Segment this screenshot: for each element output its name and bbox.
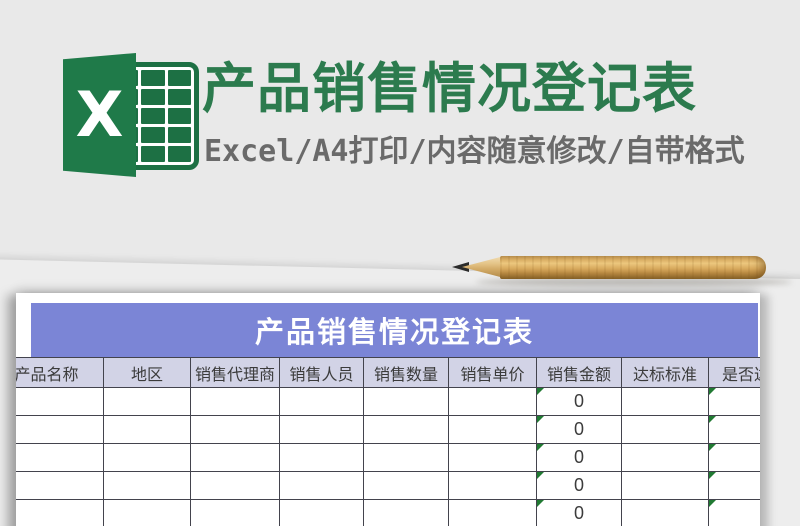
table-cell	[364, 472, 448, 499]
product-title: 产品销售情况登记表	[202, 59, 697, 119]
excel-cover-icon: X	[63, 53, 136, 177]
table-cell	[104, 388, 190, 415]
table-cell formula-indicator-icon	[709, 416, 760, 443]
table-cell	[622, 500, 708, 526]
table-cell formula-indicator-icon: 0	[537, 472, 621, 499]
table-cell	[191, 444, 279, 471]
pencil-lead-tip	[452, 262, 469, 272]
table-cell	[449, 388, 536, 415]
table-cell	[364, 416, 448, 443]
header-cell: 地区	[104, 358, 190, 387]
sheet-preview-paper: 产品销售情况登记表 产品名称 地区 销售代理商 销售人员 销售数量 销售单价 销售金额 达标标…	[16, 293, 760, 526]
table-cell formula-indicator-icon: 0	[537, 444, 621, 471]
table-cell	[191, 416, 279, 443]
table-cell formula-indicator-icon	[709, 472, 760, 499]
header-cell: 达标标准	[622, 358, 708, 387]
table-cell	[280, 388, 363, 415]
sheet-title-banner: 产品销售情况登记表	[31, 303, 758, 357]
table-cell	[104, 472, 190, 499]
table-cell	[280, 472, 363, 499]
product-subtitle: Excel/A4打印/内容随意修改/自带格式	[204, 134, 745, 169]
pencil-shadow	[476, 278, 792, 286]
table-cell	[280, 500, 363, 526]
header-cell: 销售单价	[449, 358, 536, 387]
table-cell formula-indicator-icon: 0	[537, 500, 621, 526]
table-cell	[622, 444, 708, 471]
table-cell	[16, 416, 103, 443]
table-cell	[191, 500, 279, 526]
preview-table: 产品名称地区销售代理商销售人员销售数量销售单价销售金额达标标准是否达标00000	[16, 357, 760, 526]
hero-section: X 产品销售情况登记表 Excel/A4打印/内容随意修改/自带格式	[0, 0, 800, 240]
header-cell: 是否达标	[709, 358, 760, 387]
table-cell	[104, 416, 190, 443]
header-cell: 销售金额	[537, 358, 621, 387]
table-cell	[16, 472, 103, 499]
table-cell	[191, 472, 279, 499]
table-cell	[16, 388, 103, 415]
pencil-image	[448, 248, 800, 296]
table-cell	[449, 416, 536, 443]
table-cell	[449, 500, 536, 526]
table-cell	[191, 388, 279, 415]
table-cell	[16, 444, 103, 471]
pencil-wood-cone	[462, 256, 504, 278]
table-cell	[280, 416, 363, 443]
table-cell	[104, 500, 190, 526]
table-cell	[622, 388, 708, 415]
table-cell	[104, 444, 190, 471]
table-cell	[280, 444, 363, 471]
table-cell	[449, 472, 536, 499]
table-cell	[16, 500, 103, 526]
header-cell: 销售代理商	[191, 358, 279, 387]
table-cell	[364, 500, 448, 526]
header-cell: 销售人员	[280, 358, 363, 387]
table-cell	[622, 472, 708, 499]
table-cell formula-indicator-icon: 0	[537, 388, 621, 415]
table-cell formula-indicator-icon	[709, 500, 760, 526]
pencil-body	[500, 256, 766, 279]
table-cell formula-indicator-icon	[709, 444, 760, 471]
sheet-title: 产品销售情况登记表	[254, 317, 534, 349]
excel-x-letter: X	[75, 78, 124, 151]
table-cell	[364, 388, 448, 415]
table-cell	[449, 444, 536, 471]
table-cell formula-indicator-icon: 0	[537, 416, 621, 443]
header-cell: 销售数量	[364, 358, 448, 387]
excel-logo-icon: X	[63, 53, 203, 177]
header-cell: 产品名称	[16, 358, 103, 387]
table-cell	[364, 444, 448, 471]
table-cell formula-indicator-icon	[709, 388, 760, 415]
table-cell	[622, 416, 708, 443]
